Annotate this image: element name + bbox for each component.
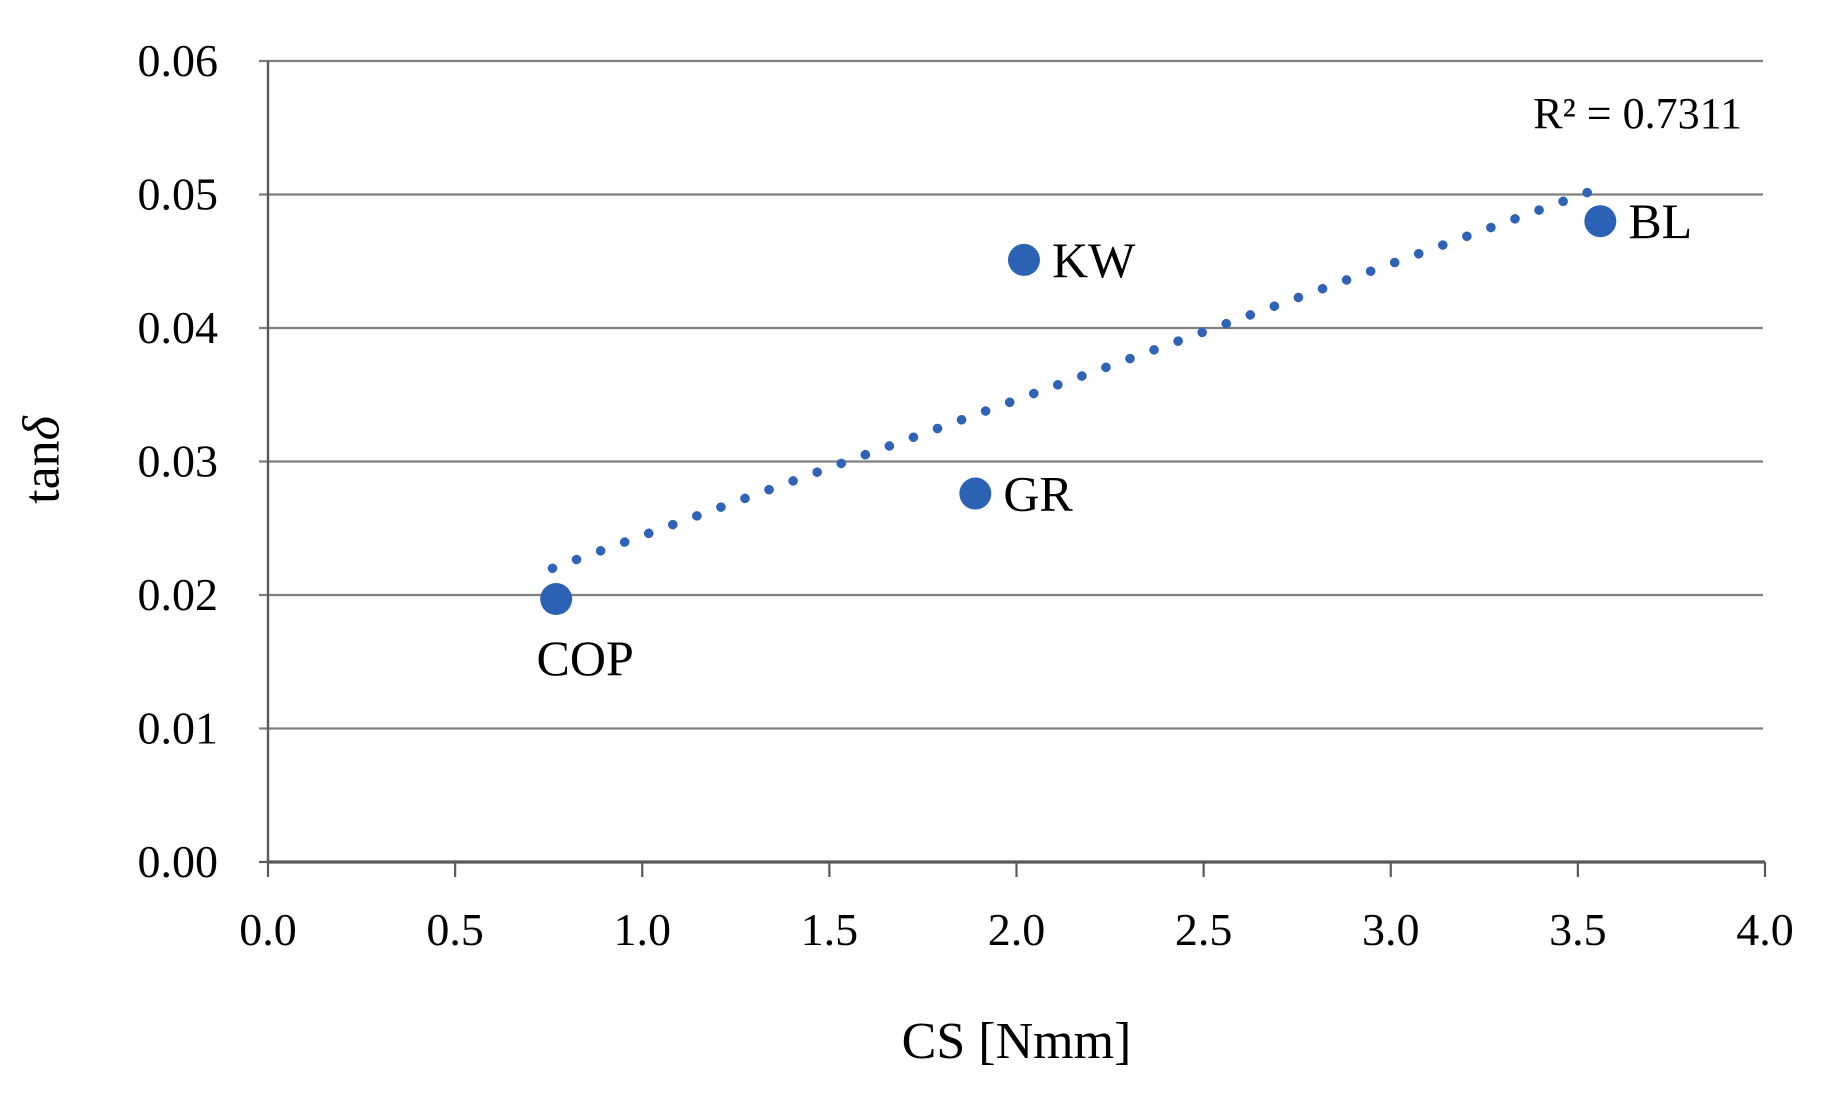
y-tick-label: 0.00	[138, 836, 219, 887]
y-tick-label: 0.02	[138, 569, 219, 620]
data-point-label: BL	[1628, 193, 1692, 249]
y-axis-title: tanδ	[13, 416, 72, 504]
x-tick-label: 3.5	[1549, 904, 1607, 955]
y-tick-label: 0.05	[138, 169, 219, 220]
data-point	[1584, 205, 1617, 238]
x-tick-label: 1.0	[614, 904, 672, 955]
x-tick-label: 1.5	[801, 904, 859, 955]
x-tick-label: 0.0	[239, 904, 297, 955]
data-point	[540, 583, 573, 616]
y-axis-title-roman: tan	[13, 440, 71, 504]
data-point-label: KW	[1052, 232, 1136, 288]
data-point-label: COP	[537, 630, 634, 686]
x-tick-label: 0.5	[426, 904, 484, 955]
y-axis-title-symbol: δ	[13, 416, 71, 441]
y-tick-label: 0.04	[138, 302, 219, 353]
data-point-label: GR	[1003, 466, 1073, 522]
x-tick-label: 3.0	[1362, 904, 1420, 955]
x-axis-title: CS [Nmm]	[901, 1013, 1132, 1070]
data-point	[1007, 243, 1040, 276]
y-tick-label: 0.06	[138, 35, 219, 86]
r-squared-annotation: R² = 0.7311	[1533, 89, 1742, 138]
x-tick-label: 4.0	[1736, 904, 1794, 955]
y-tick-label: 0.01	[138, 703, 219, 754]
data-point	[959, 477, 992, 510]
y-tick-label: 0.03	[138, 436, 219, 487]
x-tick-label: 2.5	[1175, 904, 1233, 955]
x-tick-label: 2.0	[988, 904, 1046, 955]
